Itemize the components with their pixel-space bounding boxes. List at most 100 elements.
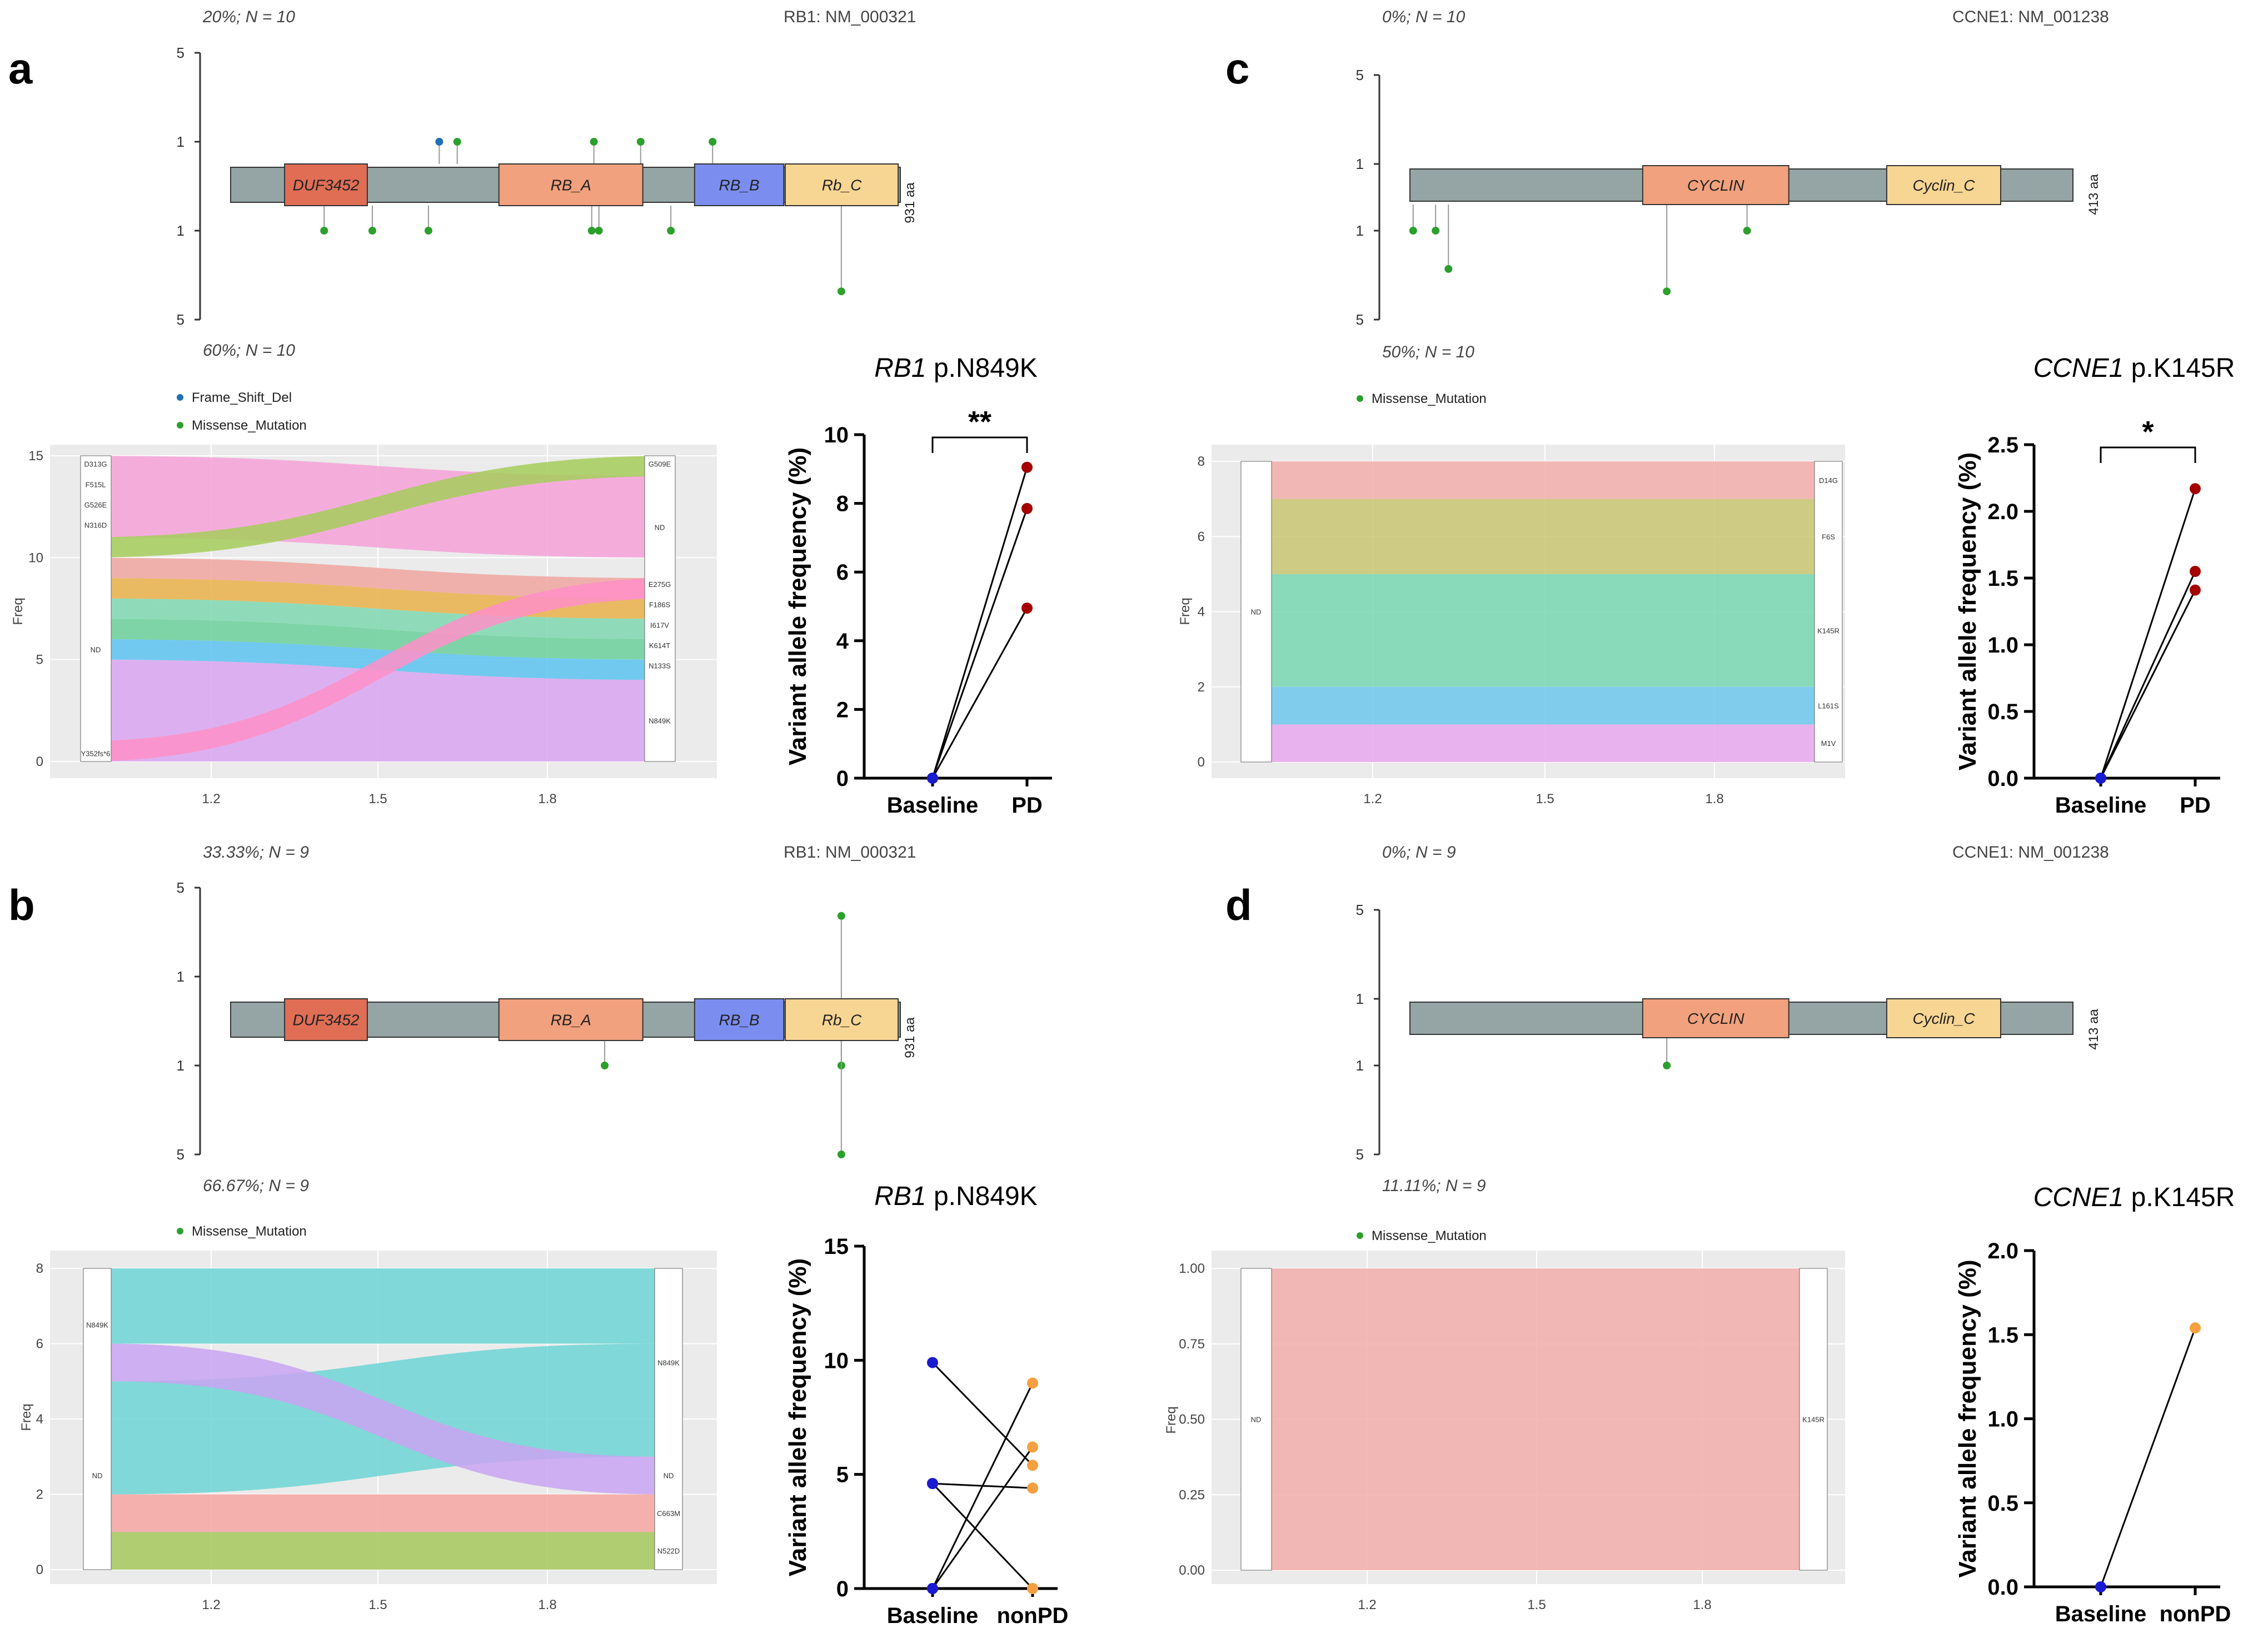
sankey-stratum-label: ND [1251,608,1262,616]
mutation-dot [590,138,598,146]
sankey-flow [1272,686,1815,725]
vaf-ylabel: Variant allele frequency (%) [784,447,811,765]
domain-duf3452 [284,998,368,1041]
lollipop-plot-d: CYCLIN Cyclin_C [1409,998,2073,1069]
vaf-point-followup [2190,566,2201,577]
sankey-xtick: 1.5 [1536,791,1554,806]
vaf-ytick: 0.0 [1987,766,2018,791]
sankey-xtick: 1.2 [1363,791,1382,806]
mutation-dot [636,138,645,146]
sankey-stratum-label: E275G [649,580,671,589]
sankey-ytick: 0.50 [1179,1412,1205,1427]
vaf-ylabel: Variant allele frequency (%) [1954,1259,1981,1577]
legend-missense-marker [1357,1232,1363,1239]
gene-transcript-d: CCNE1: NM_001238 [1952,843,2109,862]
vaf-title-variant: p.K145R [2124,354,2235,383]
lollipop-top-header-d: 0%; N = 9 [1382,843,1456,862]
vaf-ytick: 2.0 [1987,500,2018,524]
vaf-ytick: 0 [836,766,849,791]
sankey-stratum-label: D313G [84,460,107,469]
domain-label: CYCLIN [1687,177,1744,194]
vaf-ytick: 1.0 [1987,633,2018,658]
vaf-ytick: 8 [836,492,849,516]
domain-label: Rb_C [822,1012,862,1029]
legend-b: Missense_Mutation [177,1224,307,1239]
legend-missense-marker [177,422,183,429]
mutation-dot [837,287,845,296]
vaf-title: CCNE1 p.K145R [2033,1183,2235,1212]
vaf-pair-line [931,508,1028,779]
sankey-ytick: 15 [28,449,43,464]
sankey-flow [111,1343,655,1495]
vaf-ytick: 6 [836,560,849,585]
mutation-dot [1409,227,1417,235]
vaf-xtick: PD [2180,793,2211,818]
sankey-ytick: 0 [1198,755,1205,770]
sankey-stratum-label: K614T [649,641,670,650]
domain-rb-a [498,998,644,1041]
vaf-pair-line [2100,589,2196,779]
panel-label-c: c [1225,44,1249,93]
significance-bracket [931,436,1028,453]
mutation-dot [837,912,845,920]
domain-cyclin [1642,165,1790,205]
sankey-stratum-label: Y352fs*6 [81,749,111,758]
sankey-xtick: 1.5 [368,1597,387,1612]
vaf-point-followup [2190,1322,2201,1334]
vaf-xtick: nonPD [997,1604,1069,1628]
sankey-stratum-label: N316D [84,521,107,530]
legend-c: Missense_Mutation [1357,391,1487,406]
sankey-plot-a: D313G F515L G526E N316D ND Y352fs*6 G509E ND E2… [11,445,717,806]
lollipop-tick: 1 [177,133,185,150]
sankey-xtick: 1.2 [202,1597,220,1612]
vaf-ytick: 0.5 [1987,700,2018,724]
mutation-dot [453,138,461,146]
sankey-stratum-label: C663M [657,1509,680,1517]
sankey-ylabel-c: Freq [1178,598,1193,625]
lollipop-top-header-b: 33.33%; N = 9 [203,843,309,862]
lollipop-top-header-a: 20%; N = 10 [202,8,295,26]
sankey-stratum-label: D14G [1819,476,1838,485]
panel-c: c 0%; N = 10 CCNE1: NM_001238 5 1 1 5 CY… [1178,8,2235,818]
panel-b: b 33.33%; N = 9 RB1: NM_000321 5 1 1 5 D… [8,843,1068,1628]
domain-cyclin [1642,998,1790,1038]
sankey-ytick: 0 [36,1562,43,1577]
panel-a: a 20%; N = 10 RB1: NM_000321 5 1 1 5 DUF… [8,8,1052,818]
vaf-point-followup [1027,1377,1038,1389]
vaf-xtick: nonPD [2160,1602,2231,1626]
domain-label: RB_B [719,177,759,194]
sankey-plot-b: N849K ND N849K ND C663M N522D 0 2 4 6 8 1.2 1.5 1.8… [19,1251,717,1612]
legend-missense-label: Missense_Mutation [192,418,307,433]
protein-length-b: 931 aa [903,1017,918,1058]
panel-label-d: d [1225,880,1252,929]
sankey-ylabel-b: Freq [19,1403,34,1431]
sankey-ytick: 5 [36,653,43,668]
protein-length-d: 413 aa [2086,1009,2101,1050]
vaf-ytick: 1.5 [1987,566,2018,591]
legend-frameshift-label: Frame_Shift_Del [192,390,292,405]
sankey-ylabel-a: Freq [11,598,26,625]
lollipop-tick: 1 [177,968,185,985]
vaf-xtick: Baseline [2055,1602,2147,1626]
vaf-pair-line [931,1362,1034,1466]
sankey-xtick: 1.8 [1705,791,1723,806]
sankey-ytick: 0.00 [1179,1563,1205,1578]
vaf-point-baseline [927,773,938,784]
legend-missense-marker [1357,395,1363,402]
domain-rb-a [498,163,644,206]
domain-cyclin-c [1886,165,2002,205]
vaf-pair-line [932,1482,1033,1489]
lollipop-bottom-header-c: 50%; N = 10 [1382,343,1474,361]
sankey-xtick: 1.8 [538,791,556,806]
sankey-stratum-label: K145R [1817,626,1840,635]
sankey-ytick: 6 [1198,529,1205,544]
vaf-point-baseline [927,1583,938,1594]
sankey-stratum-label: G526E [84,501,107,509]
sankey-flow [1272,1268,1800,1570]
sankey-stratum-label: K145R [1802,1416,1825,1424]
sankey-ytick: 0.75 [1179,1337,1205,1352]
vaf-ytick: 4 [836,629,849,654]
lollipop-tick: 1 [1356,222,1364,239]
significance-bracket [2100,446,2196,463]
sankey-stratum-label: F6S [1822,532,1835,541]
